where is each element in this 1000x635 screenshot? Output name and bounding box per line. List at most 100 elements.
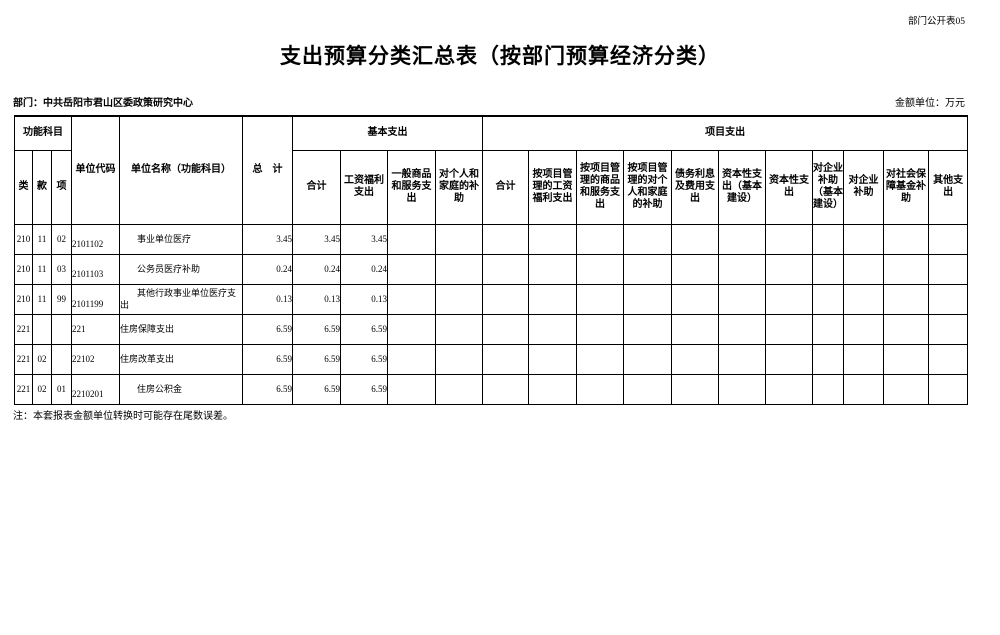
cell-item: 03 — [50, 253, 73, 285]
cell-section: 11 — [32, 223, 52, 255]
cell-empty — [576, 343, 625, 375]
cell-empty — [765, 313, 814, 345]
cell-empty — [387, 253, 437, 285]
cell-empty — [812, 373, 845, 405]
cell-empty — [671, 223, 720, 255]
header-basic-col: 对个人和家庭的补助 — [435, 149, 484, 225]
cell-empty — [928, 373, 969, 405]
cell-empty — [528, 283, 578, 315]
cell-empty — [928, 343, 969, 375]
cell-empty — [623, 253, 673, 285]
header-project-col: 按项目管理的工资福利支出 — [528, 149, 578, 225]
table-row: 221 221 住房保障支出 6.59 6.59 6.59 — [14, 313, 969, 345]
cell-empty — [528, 223, 578, 255]
page-title: 支出预算分类汇总表（按部门预算经济分类） — [280, 44, 720, 68]
cell-empty — [435, 223, 484, 255]
table-row: 210 11 99 2101199 其他行政事业单位医疗支出 0.13 0.13… — [14, 283, 969, 315]
cell-class: 221 — [14, 373, 33, 405]
table-row: 210 11 03 2101103 公务员医疗补助 0.24 0.24 0.24 — [14, 253, 969, 285]
cell-empty — [671, 373, 720, 405]
cell-empty — [671, 283, 720, 315]
cell-empty — [623, 283, 673, 315]
cell-empty — [671, 343, 720, 375]
department-label: 部门：中共岳阳市君山区委政策研究中心 — [13, 98, 193, 109]
cell-class: 210 — [14, 283, 33, 315]
header-section: 款 — [32, 149, 52, 225]
header-project-group: 项目支出 — [482, 115, 969, 151]
cell-empty — [883, 253, 930, 285]
cell-empty — [435, 283, 484, 315]
cell-empty — [765, 373, 814, 405]
header-row-columns: 类 款 项 合计 工资福利支出 一般商品和服务支出 对个人和家庭的补助 合计 按… — [14, 149, 969, 225]
cell-empty — [812, 223, 845, 255]
cell-empty — [576, 283, 625, 315]
cell-wage-welfare: 0.13 — [340, 283, 389, 315]
cell-unit-name: 公务员医疗补助 — [119, 253, 244, 285]
cell-empty — [482, 343, 530, 375]
header-project-col: 其他支出 — [928, 149, 969, 225]
cell-unit-code: 22102 — [71, 343, 121, 375]
amount-unit-label: 金额单位：万元 — [895, 98, 965, 109]
cell-empty — [928, 253, 969, 285]
cell-empty — [765, 283, 814, 315]
cell-section: 11 — [32, 283, 52, 315]
header-project-col: 债务利息及费用支出 — [671, 149, 720, 225]
cell-wage-welfare: 6.59 — [340, 343, 389, 375]
table-row: 221 02 22102 住房改革支出 6.59 6.59 6.59 — [14, 343, 969, 375]
cell-unit-code: 221 — [71, 313, 121, 345]
cell-empty — [576, 253, 625, 285]
cell-empty — [623, 373, 673, 405]
table-row: 210 11 02 2101102 事业单位医疗 3.45 3.45 3.45 — [14, 223, 969, 255]
meta-row: 部门：中共岳阳市君山区委政策研究中心 金额单位：万元 — [13, 94, 965, 109]
cell-empty — [718, 253, 767, 285]
cell-basic-total: 6.59 — [292, 343, 342, 375]
cell-empty — [843, 373, 885, 405]
cell-empty — [883, 283, 930, 315]
cell-empty — [387, 313, 437, 345]
budget-table: 功能科目 单位代码 单位名称（功能科目） 总 计 基本支出 项目支出 类 款 项… — [13, 115, 969, 405]
cell-total: 0.24 — [242, 253, 294, 285]
header-project-col: 资本性支出（基本建设） — [718, 149, 767, 225]
cell-empty — [843, 223, 885, 255]
cell-empty — [576, 223, 625, 255]
cell-unit-name: 事业单位医疗 — [119, 223, 244, 255]
header-project-col: 合计 — [482, 149, 530, 225]
cell-wage-welfare: 6.59 — [340, 373, 389, 405]
cell-empty — [843, 283, 885, 315]
header-grand-total: 总 计 — [242, 115, 294, 225]
cell-item: 01 — [50, 373, 73, 405]
cell-basic-total: 0.24 — [292, 253, 342, 285]
cell-empty — [928, 223, 969, 255]
cell-unit-code: 2210201 — [71, 373, 121, 405]
cell-empty — [482, 313, 530, 345]
cell-basic-total: 0.13 — [292, 283, 342, 315]
cell-empty — [718, 313, 767, 345]
cell-section — [32, 313, 52, 345]
cell-wage-welfare: 3.45 — [340, 223, 389, 255]
cell-empty — [435, 343, 484, 375]
cell-basic-total: 3.45 — [292, 223, 342, 255]
cell-empty — [528, 373, 578, 405]
cell-unit-code: 2101103 — [71, 253, 121, 285]
cell-empty — [435, 373, 484, 405]
header-project-col: 对企业补助 — [843, 149, 885, 225]
header-basic-col: 一般商品和服务支出 — [387, 149, 437, 225]
cell-empty — [883, 343, 930, 375]
footnote: 注：本套报表金额单位转换时可能存在尾数误差。 — [13, 411, 233, 422]
cell-empty — [482, 283, 530, 315]
header-project-col: 对企业补助（基本建设） — [812, 149, 845, 225]
header-class: 类 — [14, 149, 33, 225]
cell-empty — [843, 313, 885, 345]
cell-unit-code: 2101199 — [71, 283, 121, 315]
cell-unit-name: 住房改革支出 — [119, 343, 244, 375]
cell-empty — [718, 223, 767, 255]
cell-empty — [528, 313, 578, 345]
cell-empty — [843, 343, 885, 375]
header-func-group: 功能科目 — [13, 115, 73, 151]
cell-empty — [883, 223, 930, 255]
cell-empty — [482, 253, 530, 285]
cell-item — [50, 343, 73, 375]
cell-empty — [387, 223, 437, 255]
cell-item: 02 — [50, 223, 73, 255]
